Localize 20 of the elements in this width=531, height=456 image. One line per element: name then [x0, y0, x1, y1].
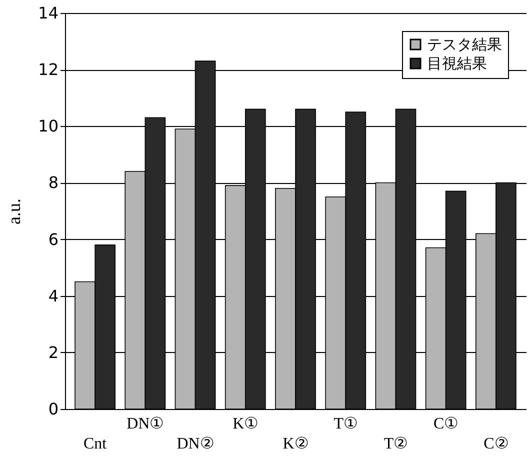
- y-tick-label: 8: [48, 173, 58, 192]
- x-tick-label: DN②: [176, 436, 214, 452]
- x-tick-label: K②: [282, 436, 308, 452]
- y-tick-label: 14: [38, 4, 58, 22]
- y-tick-label: 12: [38, 60, 58, 80]
- x-tick-label: C②: [484, 436, 508, 452]
- x-tick-label: Cnt: [84, 436, 108, 452]
- legend-label: テスタ結果: [427, 36, 502, 54]
- y-axis-title: a.u.: [4, 198, 24, 224]
- y-tick-label: 0: [48, 400, 58, 418]
- legend-label: 目視結果: [427, 54, 487, 72]
- y-tick-label: 10: [38, 116, 58, 136]
- x-tick-label: K①: [232, 416, 258, 432]
- y-tick-label: 4: [48, 286, 58, 306]
- x-tick-label: T②: [384, 436, 408, 452]
- y-tick-label: 6: [48, 230, 58, 249]
- x-tick-label: C①: [433, 416, 458, 432]
- x-tick-label: DN①: [126, 416, 164, 432]
- y-tick-label: 2: [48, 342, 58, 362]
- x-tick-label: T①: [334, 416, 358, 432]
